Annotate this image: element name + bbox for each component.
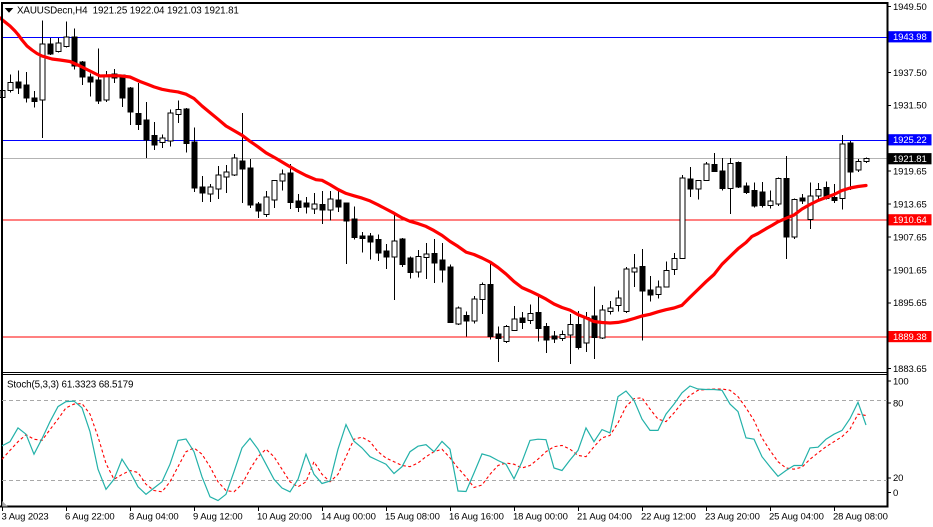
svg-text:1943.98: 1943.98 (893, 32, 927, 43)
svg-text:6 Aug 22:00: 6 Aug 22:00 (65, 512, 115, 523)
svg-text:1919.65: 1919.65 (893, 167, 927, 178)
svg-text:15 Aug 08:00: 15 Aug 08:00 (385, 512, 440, 523)
svg-text:23 Aug 20:00: 23 Aug 20:00 (705, 512, 760, 523)
svg-text:100: 100 (893, 376, 909, 387)
svg-text:21 Aug 04:00: 21 Aug 04:00 (577, 512, 632, 523)
svg-text:28 Aug 08:00: 28 Aug 08:00 (833, 512, 888, 523)
svg-text:1907.65: 1907.65 (893, 232, 927, 243)
svg-text:1925.22: 1925.22 (893, 135, 927, 146)
svg-text:1901.65: 1901.65 (893, 265, 927, 276)
svg-text:80: 80 (893, 398, 903, 409)
svg-text:25 Aug 04:00: 25 Aug 04:00 (769, 512, 824, 523)
svg-text:0: 0 (893, 488, 898, 499)
svg-text:10 Aug 20:00: 10 Aug 20:00 (257, 512, 312, 523)
svg-text:20: 20 (893, 473, 903, 484)
svg-text:14 Aug 00:00: 14 Aug 00:00 (321, 512, 376, 523)
svg-text:1889.38: 1889.38 (893, 332, 927, 343)
svg-text:22 Aug 12:00: 22 Aug 12:00 (641, 512, 696, 523)
svg-text:3 Aug 2023: 3 Aug 2023 (2, 512, 49, 523)
svg-text:1910.64: 1910.64 (893, 215, 927, 226)
svg-text:1913.65: 1913.65 (893, 200, 927, 211)
svg-text:XAUUSDecn,H4 1921.25 1922.04: XAUUSDecn,H4 1921.25 1922.04 1921.03 192… (17, 6, 239, 17)
svg-text:8 Aug 04:00: 8 Aug 04:00 (129, 512, 179, 523)
svg-text:18 Aug 00:00: 18 Aug 00:00 (513, 512, 568, 523)
svg-text:9 Aug 12:00: 9 Aug 12:00 (193, 512, 243, 523)
svg-text:Stoch(5,3,3) 61.3323 68.5179: Stoch(5,3,3) 61.3323 68.5179 (7, 380, 133, 391)
svg-text:1949.50: 1949.50 (893, 2, 927, 13)
svg-text:1937.50: 1937.50 (893, 68, 927, 79)
svg-text:1931.50: 1931.50 (893, 101, 927, 112)
svg-text:1921.81: 1921.81 (893, 154, 927, 165)
svg-text:1895.65: 1895.65 (893, 298, 927, 309)
svg-text:1883.65: 1883.65 (893, 364, 927, 375)
svg-text:16 Aug 16:00: 16 Aug 16:00 (449, 512, 504, 523)
